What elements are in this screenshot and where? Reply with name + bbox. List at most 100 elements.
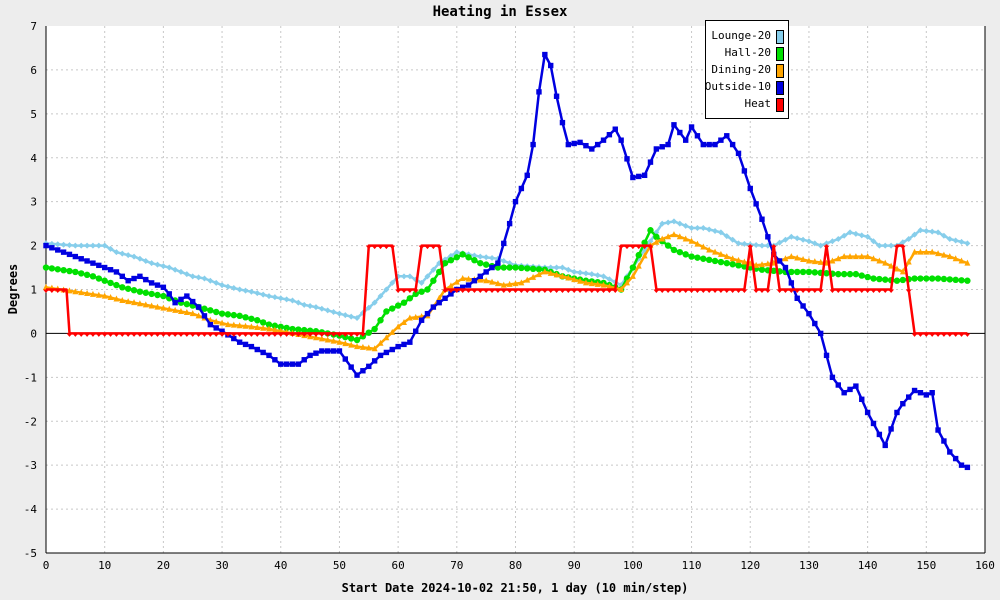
x-tick-label: 60: [392, 559, 405, 572]
data-point: [670, 231, 677, 238]
data-point: [295, 299, 302, 306]
data-point: [882, 289, 889, 293]
data-point: [876, 289, 883, 293]
data-point: [647, 227, 654, 234]
y-tick-label: 7: [30, 20, 37, 33]
data-point: [459, 251, 466, 258]
data-point: [119, 333, 126, 337]
data-point: [952, 237, 959, 244]
x-tick-label: 120: [740, 559, 760, 572]
data-point: [395, 343, 401, 350]
data-point: [893, 277, 901, 284]
data-point: [870, 238, 877, 245]
data-point: [377, 317, 384, 324]
data-point: [553, 271, 560, 278]
data-point: [899, 276, 907, 284]
data-point: [166, 305, 173, 312]
data-point: [923, 333, 930, 337]
data-point: [882, 242, 889, 249]
data-point: [406, 314, 413, 321]
data-point: [688, 253, 695, 260]
data-point: [471, 252, 478, 259]
data-point: [923, 392, 930, 398]
data-point: [172, 266, 179, 273]
legend-label: Hall-20: [724, 46, 771, 59]
data-point: [530, 289, 537, 293]
data-point: [735, 262, 742, 269]
x-tick-label: 80: [509, 559, 522, 572]
data-point: [136, 333, 143, 337]
data-point: [676, 248, 684, 256]
data-point: [207, 277, 214, 284]
data-point: [418, 317, 425, 323]
y-tick-label: -4: [24, 503, 38, 516]
data-point: [571, 276, 578, 283]
x-tick-label: 130: [799, 559, 819, 572]
data-point: [647, 159, 654, 165]
data-point: [829, 289, 836, 293]
data-point: [724, 133, 730, 139]
data-point: [688, 124, 695, 130]
data-point: [224, 283, 231, 290]
data-point: [541, 289, 548, 293]
data-point: [582, 270, 589, 277]
data-point: [647, 238, 654, 245]
data-point: [958, 333, 965, 337]
data-point: [764, 260, 771, 267]
data-point: [277, 323, 284, 331]
data-point: [718, 137, 724, 143]
data-point: [676, 233, 683, 240]
data-point: [911, 333, 918, 337]
data-point: [271, 326, 278, 333]
data-point: [823, 240, 830, 247]
y-tick-label: 6: [30, 64, 37, 77]
data-point: [412, 313, 419, 320]
data-point: [283, 333, 290, 337]
data-point: [201, 305, 208, 312]
y-tick-label: 3: [30, 196, 37, 209]
x-tick-label: 150: [916, 559, 936, 572]
data-point: [207, 321, 214, 328]
data-point: [89, 333, 96, 337]
data-point: [747, 185, 753, 192]
data-point: [841, 390, 847, 396]
data-point: [876, 431, 883, 438]
data-point: [95, 242, 102, 249]
data-point: [588, 271, 595, 278]
data-point: [84, 242, 91, 249]
data-point: [506, 264, 513, 271]
series-outside-10: [43, 51, 971, 471]
data-point: [260, 349, 266, 356]
y-tick-label: 1: [30, 284, 37, 297]
data-point: [148, 280, 155, 286]
data-point: [230, 285, 237, 292]
data-point: [365, 245, 372, 250]
data-point: [277, 295, 284, 302]
data-point: [670, 246, 678, 254]
data-point: [453, 289, 460, 293]
data-point: [500, 264, 507, 271]
data-point: [858, 253, 865, 260]
data-point: [618, 137, 624, 143]
data-point: [741, 289, 748, 293]
data-point: [319, 348, 325, 354]
data-point: [735, 289, 742, 293]
data-point: [354, 343, 361, 350]
data-point: [119, 296, 126, 303]
data-point: [271, 333, 278, 337]
data-point: [342, 312, 349, 319]
data-point: [506, 260, 513, 267]
data-point: [148, 302, 155, 309]
data-point: [101, 277, 108, 284]
data-point: [495, 260, 501, 266]
data-point: [295, 361, 302, 367]
data-point: [212, 308, 220, 316]
y-axis-label: Degrees: [6, 263, 20, 315]
data-point: [72, 242, 79, 249]
data-point: [964, 277, 971, 284]
data-point: [124, 285, 132, 292]
data-point: [929, 390, 935, 396]
data-point: [406, 289, 413, 293]
legend: Lounge-20 Hall-20 Dining-20 Outside-10 H…: [705, 20, 789, 119]
data-point: [107, 333, 114, 337]
